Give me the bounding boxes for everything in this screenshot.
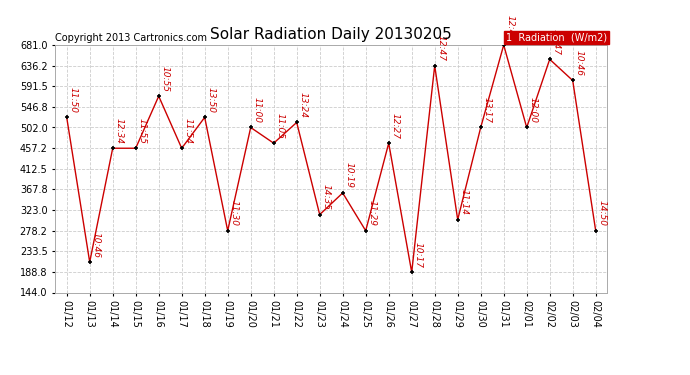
Text: 13:24: 13:24 [298, 92, 307, 118]
Title: Solar Radiation Daily 20130205: Solar Radiation Daily 20130205 [210, 27, 452, 42]
Point [498, 42, 509, 48]
Point [337, 190, 348, 196]
Point [130, 145, 141, 151]
Point [567, 78, 578, 84]
Point [291, 119, 302, 125]
Point [153, 93, 164, 99]
Text: 11:00: 11:00 [252, 97, 261, 123]
Text: 14:35: 14:35 [321, 184, 330, 210]
Text: 10:55: 10:55 [160, 66, 169, 92]
Point [61, 114, 72, 120]
Text: 12:00: 12:00 [528, 97, 537, 123]
Text: 11:54: 11:54 [183, 118, 192, 144]
Text: Copyright 2013 Cartronics.com: Copyright 2013 Cartronics.com [55, 33, 207, 42]
Point [360, 228, 371, 234]
Point [521, 124, 532, 130]
Text: 10:17: 10:17 [413, 242, 422, 268]
Text: 11:14: 11:14 [459, 189, 468, 215]
Text: 14:50: 14:50 [597, 200, 606, 226]
Text: 12:34: 12:34 [114, 118, 123, 144]
Text: 11:47: 11:47 [551, 29, 560, 55]
Text: 1  Radiation  (W/m2): 1 Radiation (W/m2) [506, 33, 607, 42]
Point [429, 63, 440, 69]
Text: 13:50: 13:50 [206, 87, 215, 113]
Text: 12:47: 12:47 [505, 15, 514, 40]
Text: 10:19: 10:19 [344, 162, 353, 189]
Text: 10:46: 10:46 [574, 50, 583, 76]
Text: 10:46: 10:46 [91, 232, 100, 258]
Point [314, 211, 325, 217]
Point [475, 124, 486, 130]
Text: 12:47: 12:47 [436, 35, 445, 61]
Point [383, 140, 394, 146]
Point [84, 259, 95, 265]
Point [245, 124, 256, 130]
Point [268, 140, 279, 146]
Text: 11:30: 11:30 [229, 200, 238, 226]
Point [452, 217, 463, 223]
Text: 11:05: 11:05 [275, 113, 284, 139]
Text: 13:17: 13:17 [482, 97, 491, 123]
Point [199, 114, 210, 120]
Point [222, 228, 233, 234]
Point [176, 145, 187, 151]
Text: 11:29: 11:29 [367, 200, 376, 226]
Text: 11:55: 11:55 [137, 118, 146, 144]
Text: 11:50: 11:50 [68, 87, 77, 113]
Point [590, 228, 601, 234]
Text: 12:27: 12:27 [390, 113, 399, 139]
Point [406, 269, 417, 275]
Point [544, 56, 555, 62]
Point [107, 145, 118, 151]
